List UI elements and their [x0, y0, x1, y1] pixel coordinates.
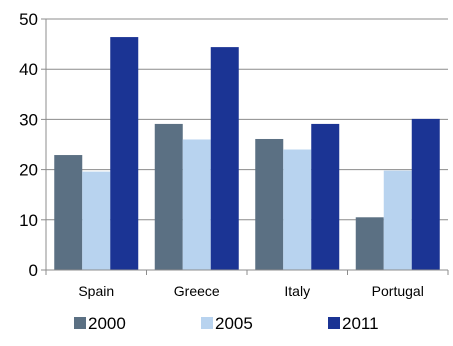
- y-tick-label-20: 20: [19, 161, 38, 180]
- y-tick-label-10: 10: [19, 211, 38, 230]
- x-tick-label-greece: Greece: [174, 283, 220, 299]
- bar-italy-2005: [283, 149, 312, 270]
- legend-swatch-2005: [201, 317, 213, 329]
- legend-swatch-2000: [74, 317, 86, 329]
- bar-spain-2005: [82, 171, 111, 270]
- y-tick-labels: 0 10 20 30 40 50: [19, 10, 38, 280]
- bar-spain-2011: [110, 37, 139, 271]
- axes: [41, 18, 449, 275]
- y-tick-label-50: 50: [19, 10, 38, 29]
- bar-italy-2000: [255, 138, 284, 270]
- legend: 2000 2005 2011: [74, 314, 379, 333]
- bar-portugal-2005: [383, 170, 412, 270]
- x-tick-label-italy: Italy: [284, 283, 310, 299]
- x-tick-label-spain: Spain: [78, 283, 114, 299]
- bar-spain-2000: [54, 155, 83, 270]
- bar-greece-2011: [210, 47, 239, 270]
- legend-swatch-2011: [328, 317, 340, 329]
- y-tick-label-30: 30: [19, 110, 38, 129]
- bar-italy-2011: [311, 123, 340, 270]
- bar-portugal-2000: [355, 217, 384, 270]
- legend-label-2000: 2000: [88, 314, 126, 333]
- bar-greece-2005: [182, 139, 211, 270]
- x-tick-labels: Spain Greece Italy Portugal: [78, 283, 423, 299]
- y-tick-label-40: 40: [19, 60, 38, 79]
- x-tick-label-portugal: Portugal: [372, 283, 424, 299]
- legend-label-2011: 2011: [342, 314, 379, 333]
- bar-greece-2000: [154, 123, 183, 270]
- bar-portugal-2011: [411, 118, 440, 270]
- y-tick-label-0: 0: [29, 261, 38, 280]
- legend-label-2005: 2005: [215, 314, 253, 333]
- bars: [54, 37, 440, 271]
